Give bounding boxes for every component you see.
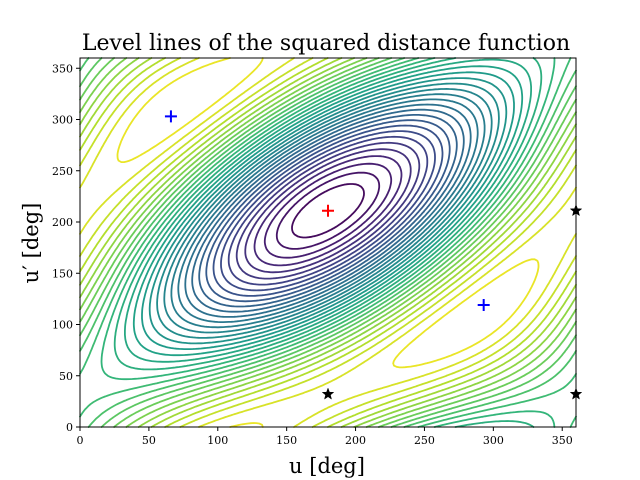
plot-frame bbox=[79, 57, 577, 428]
x-axis-ticks: 0 50 100 150 200 250 300 350 bbox=[77, 427, 573, 447]
y-tick-label: 350 bbox=[52, 62, 73, 75]
y-tick-label: 50 bbox=[59, 370, 73, 383]
contour-level-line bbox=[205, 119, 451, 303]
contour-lines bbox=[79, 57, 577, 428]
contour-level-line bbox=[198, 114, 458, 308]
contour-level-line bbox=[124, 58, 532, 363]
contour-level-line bbox=[79, 57, 577, 428]
x-tick-label: 50 bbox=[142, 434, 156, 447]
y-tick-label: 150 bbox=[52, 267, 73, 280]
contour-level-line bbox=[244, 148, 412, 274]
x-axis-label: u [deg] bbox=[289, 454, 365, 478]
x-tick-label: 150 bbox=[276, 434, 297, 447]
y-tick-label: 250 bbox=[52, 165, 73, 178]
contour-level-line bbox=[141, 71, 515, 350]
contour-level-line bbox=[132, 65, 524, 357]
contour-level-line bbox=[212, 124, 444, 297]
contour-level-line bbox=[235, 141, 421, 280]
chart-title: Level lines of the squared distance func… bbox=[82, 31, 570, 56]
minimum-plus-marker bbox=[477, 299, 490, 312]
x-tick-label: 250 bbox=[414, 434, 435, 447]
y-tick-label: 300 bbox=[52, 114, 73, 127]
contour-level-line bbox=[191, 108, 465, 313]
contour-level-line bbox=[275, 171, 381, 250]
y-axis-ticks: 0 50 100 150 200 250 300 350 bbox=[52, 62, 80, 434]
maximum-plus-marker bbox=[322, 204, 334, 217]
contour-level-line bbox=[156, 82, 500, 339]
contour-level-line bbox=[263, 162, 393, 259]
x-tick-label: 0 bbox=[77, 434, 84, 447]
y-tick-label: 200 bbox=[52, 216, 73, 229]
contour-level-line bbox=[163, 88, 493, 334]
x-tick-label: 100 bbox=[207, 434, 228, 447]
y-axis-label: u′ [deg] bbox=[19, 203, 43, 284]
contour-level-line bbox=[79, 57, 577, 428]
contour-level-line bbox=[177, 98, 479, 323]
contour-level-line bbox=[170, 93, 486, 329]
contour-level-line bbox=[184, 103, 472, 318]
saddle-star-marker bbox=[321, 387, 335, 400]
contour-level-line bbox=[79, 57, 577, 428]
y-tick-label: 100 bbox=[52, 319, 73, 332]
contour-level-line bbox=[220, 130, 436, 292]
y-tick-label: 0 bbox=[66, 421, 73, 434]
contour-level-line bbox=[148, 77, 508, 345]
x-tick-label: 350 bbox=[552, 434, 573, 447]
contour-level-line bbox=[227, 135, 429, 286]
minimum-plus-marker bbox=[164, 110, 177, 123]
contour-level-line bbox=[253, 155, 403, 267]
contour-level-line bbox=[291, 183, 365, 239]
x-tick-label: 200 bbox=[345, 434, 366, 447]
x-tick-label: 300 bbox=[483, 434, 504, 447]
